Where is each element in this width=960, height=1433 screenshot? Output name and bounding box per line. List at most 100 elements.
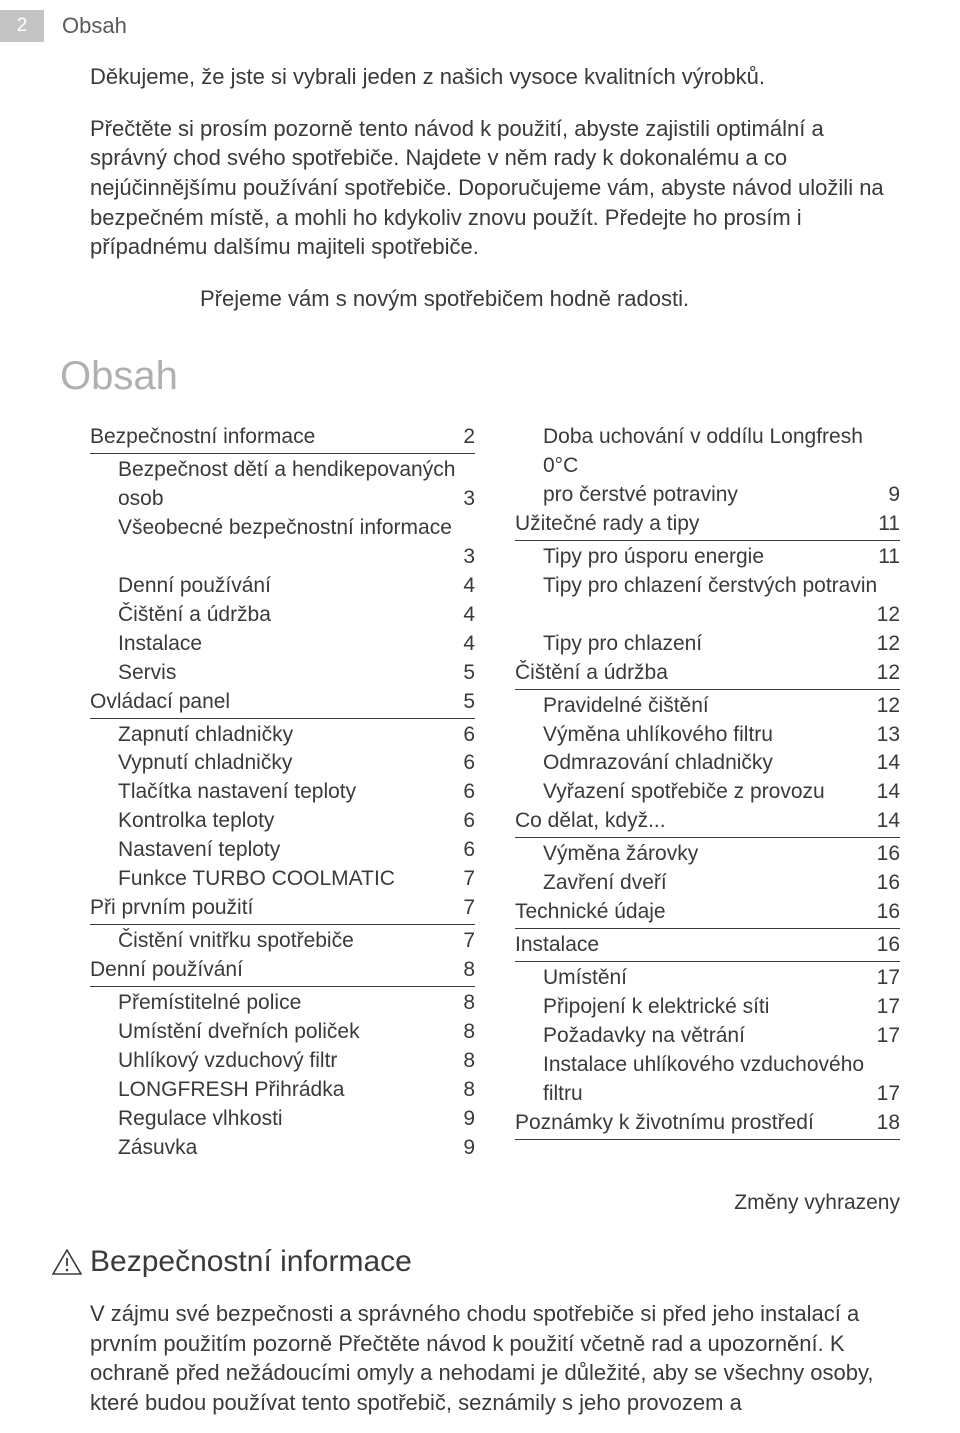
toc-item: Denní používání4 [90,572,475,601]
toc-item: Zásuvka9 [90,1134,475,1163]
toc-item-label: Tlačítka nastavení teploty [118,778,453,807]
toc-item-page: 6 [453,721,475,750]
toc-item: Výměna žárovky16 [515,840,900,869]
toc-item-label: Kontrolka teploty [118,807,453,836]
toc-item-page: 17 [867,1022,900,1051]
toc-section: Užitečné rady a tipy11 [515,510,900,541]
toc-section-label: Čištění a údržba [515,659,867,688]
toc-item-label: Regulace vlhkosti [118,1105,453,1134]
toc-item-page: 7 [453,927,475,956]
toc-right-column: Doba uchování v oddílu Longfresh 0°Cpro … [515,423,900,1163]
toc-item: Nastavení teploty6 [90,836,475,865]
toc-item-label: Instalace [118,630,453,659]
toc-section-page: 18 [867,1109,900,1138]
toc-section: Co dělat, když...14 [515,807,900,838]
toc-item-label: Přemístitelné police [118,989,453,1018]
safety-body: V zájmu své bezpečnosti a správného chod… [90,1299,900,1418]
toc-item: Čištění a údržba4 [90,601,475,630]
toc-section-page: 11 [868,510,900,539]
toc-item-page: 16 [867,869,900,898]
toc-item: LONGFRESH Přihrádka8 [90,1076,475,1105]
toc-item-page: 6 [453,749,475,778]
toc-item-label: Čištění a údržba [118,601,453,630]
toc-item-page: 8 [453,1076,475,1105]
toc-item-label: Tipy pro chlazení čerstvých potravin [543,572,900,601]
toc-item-page: 4 [453,572,475,601]
toc-item: Všeobecné bezpečnostní informace3 [90,514,475,572]
toc-section-page: 16 [867,931,900,960]
toc-section-page: 14 [867,807,900,836]
toc-item: Tlačítka nastavení teploty6 [90,778,475,807]
toc-item-page: 8 [453,1047,475,1076]
toc-section: Čištění a údržba12 [515,659,900,690]
toc-item: Čistění vnitřku spotřebiče7 [90,927,475,956]
toc-item-label: Čistění vnitřku spotřebiče [118,927,453,956]
page-header: 2 Obsah [0,0,960,62]
toc-section: Technické údaje16 [515,898,900,929]
toc-section-label: Při prvním použití [90,894,453,923]
toc-item-label: Výměna uhlíkového filtru [543,721,867,750]
toc-item-label: Všeobecné bezpečnostní informace [118,514,475,543]
toc-item-label: Denní používání [118,572,453,601]
toc-item: Uhlíkový vzduchový filtr8 [90,1047,475,1076]
toc-item: Tipy pro úsporu energie11 [515,543,900,572]
warning-icon [52,1249,82,1275]
toc-item-page: 6 [453,807,475,836]
toc-item-page: 8 [453,989,475,1018]
toc-section: Bezpečnostní informace2 [90,423,475,454]
toc-section-page: 16 [867,898,900,927]
toc-item-page: 5 [453,659,475,688]
toc-item-label [118,543,453,572]
intro-p1: Děkujeme, že jste si vybrali jeden z naš… [90,62,900,92]
safety-heading-row: Bezpečnostní informace [52,1245,900,1279]
intro-p2: Přečtěte si prosím pozorně tento návod k… [90,114,900,262]
toc-item-label: Zavření dveří [543,869,867,898]
toc-section-page: 12 [867,659,900,688]
toc-item-label: Funkce TURBO COOLMATIC [118,865,453,894]
toc-item-label [543,601,867,630]
toc-section-page: 2 [453,423,475,452]
toc-item-page: 14 [867,778,900,807]
toc-section-page: 5 [453,688,475,717]
toc-item-page: 3 [453,543,475,572]
toc-section-label: Co dělat, když... [515,807,867,836]
toc-item: Pravidelné čištění12 [515,692,900,721]
toc-item: Zavření dveří16 [515,869,900,898]
toc-item-page: 9 [453,1134,475,1163]
toc-item: Kontrolka teploty6 [90,807,475,836]
toc-item-page: 17 [867,993,900,1022]
toc-item-label: Připojení k elektrické síti [543,993,867,1022]
toc-item-page: 6 [453,836,475,865]
toc-item: Zapnutí chladničky6 [90,721,475,750]
toc-section: Poznámky k životnímu prostředí18 [515,1109,900,1140]
toc-item-page: 7 [453,865,475,894]
toc-item-page: 12 [867,630,900,659]
toc-section: Instalace16 [515,931,900,962]
toc-item-label: Pravidelné čištění [543,692,867,721]
toc-columns: Bezpečnostní informace2Bezpečnost dětí a… [90,423,900,1163]
toc-item-page: 4 [453,601,475,630]
toc-item-label: Umístění dveřních poliček [118,1018,453,1047]
page-content: Děkujeme, že jste si vybrali jeden z naš… [0,62,960,1418]
toc-item-label: osob [118,485,453,514]
toc-section-label: Technické údaje [515,898,867,927]
toc-item: Bezpečnost dětí a hendikepovanýchosob3 [90,456,475,514]
toc-item-page: 6 [453,778,475,807]
toc-item-label: Bezpečnost dětí a hendikepovaných [118,456,475,485]
toc-item: Vyřazení spotřebiče z provozu14 [515,778,900,807]
intro-wish: Přejeme vám s novým spotřebičem hodně ra… [200,284,900,314]
toc-item-page: 17 [867,1080,900,1109]
toc-heading: Obsah [60,354,900,399]
toc-item-label: filtru [543,1080,867,1109]
toc-item-label: Servis [118,659,453,688]
toc-item-page: 13 [867,721,900,750]
toc-item-label: pro čerstvé potraviny [543,481,878,510]
toc-item: Připojení k elektrické síti17 [515,993,900,1022]
toc-item: Tipy pro chlazení čerstvých potravin12 [515,572,900,630]
changes-reserved-note: Změny vyhrazeny [90,1191,900,1215]
safety-heading: Bezpečnostní informace [90,1245,412,1279]
toc-item: Doba uchování v oddílu Longfresh 0°Cpro … [515,423,900,510]
toc-item-label: Vypnutí chladničky [118,749,453,778]
toc-section: Denní používání8 [90,956,475,987]
toc-item-page: 17 [867,964,900,993]
